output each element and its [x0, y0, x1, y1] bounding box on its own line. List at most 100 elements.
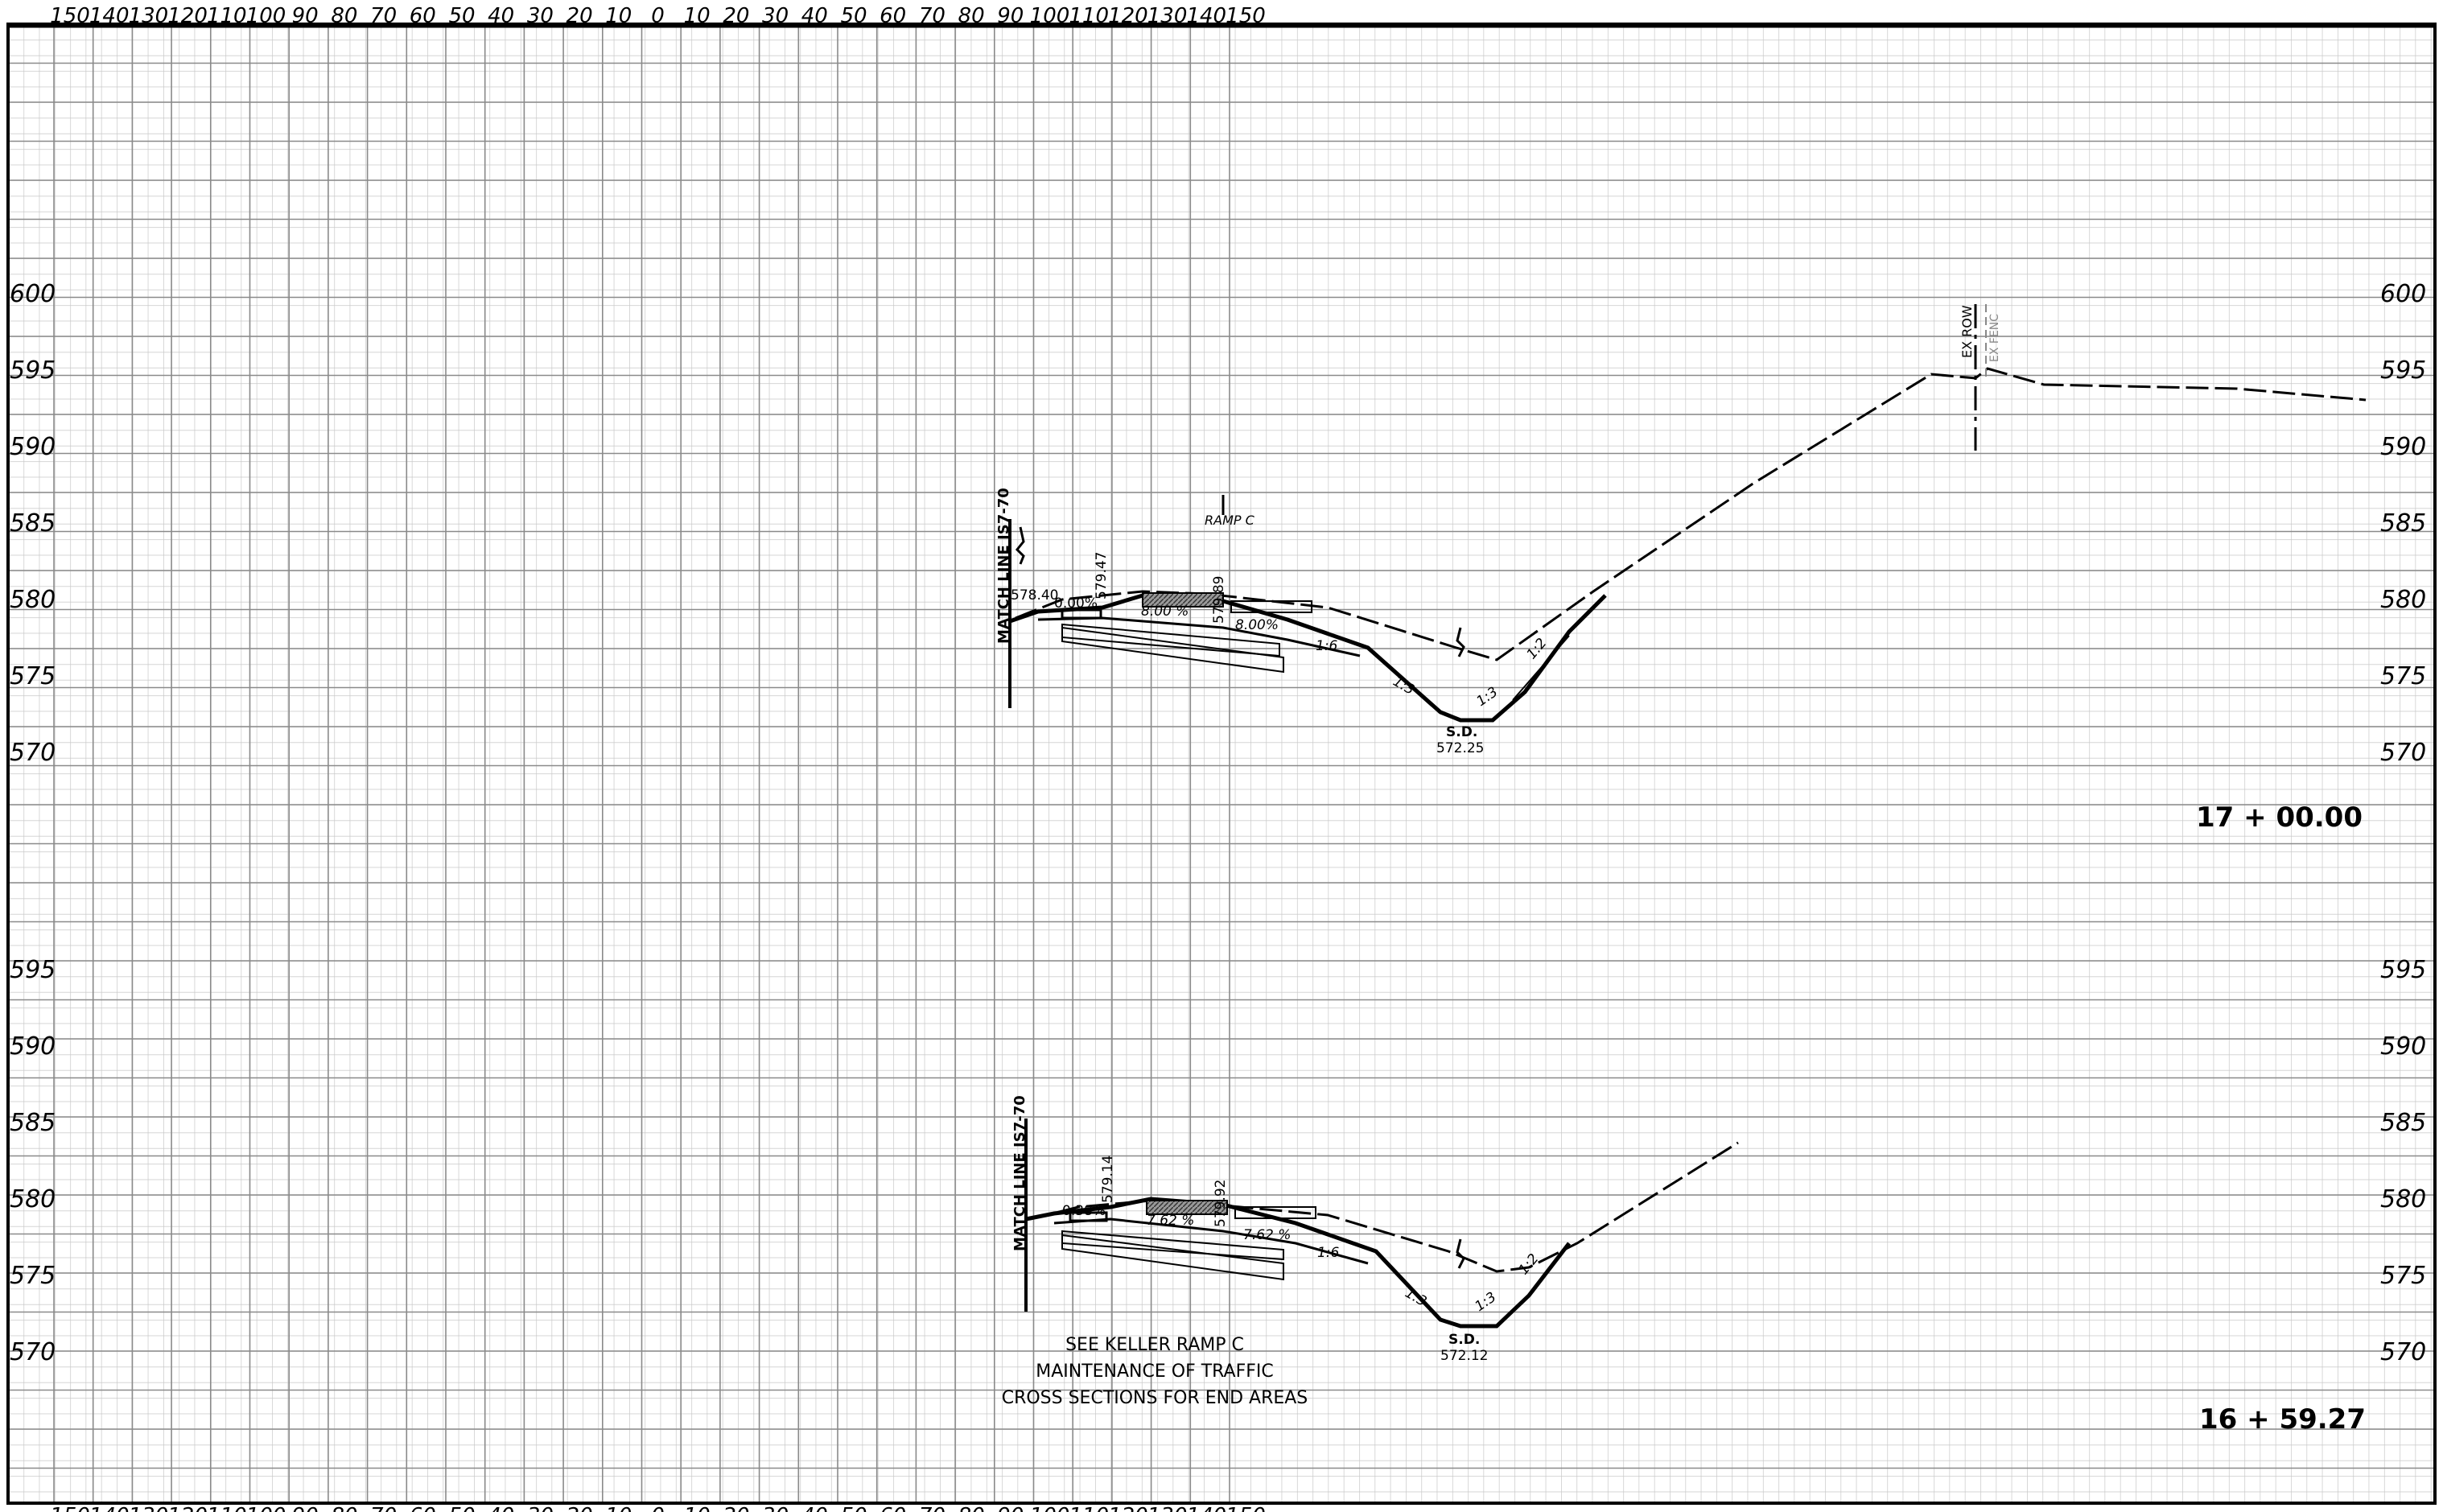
upper-elev-left-label: 600	[10, 280, 56, 308]
upper-elev-left-label: 575	[10, 662, 56, 690]
top-scale-tick-label: 90	[292, 4, 319, 28]
upper-station: 17 + 00.00	[2196, 801, 2363, 834]
lower-elev-right-label: 595	[2380, 956, 2426, 984]
lower-slope-1: 1:6	[1317, 1245, 1340, 1261]
upper-proposed-surface	[1009, 593, 1607, 723]
upper-elev-left-label: 590	[10, 433, 56, 461]
lower-note-3: CROSS SECTIONS FOR END AREAS	[1002, 1388, 1308, 1408]
upper-elev-right-label: 590	[2380, 433, 2426, 461]
upper-elev-right-label: 580	[2380, 586, 2426, 614]
lower-pavement-hatch	[1146, 1200, 1228, 1215]
lower-station: 16 + 59.27	[2199, 1403, 2366, 1436]
top-scale-tick-label: 50	[448, 4, 475, 28]
lower-elev-right-label: 570	[2380, 1338, 2426, 1366]
bottom-scale-tick-label: 40	[801, 1504, 828, 1512]
top-scale-tick-label: 120	[1108, 4, 1148, 28]
lower-elev-left-label: 575	[10, 1262, 56, 1290]
lower-sd-elev: 572.12	[1440, 1348, 1488, 1364]
top-scale-tick-label: 80	[958, 4, 985, 28]
bottom-scale-tick-label: 20	[723, 1504, 749, 1512]
top-scale-tick-label: 150	[50, 4, 90, 28]
upper-grade-mid: 8.00 %	[1141, 604, 1189, 620]
major-grid	[8, 23, 2435, 1503]
lower-match-line-text: MATCH LINE IS7-70	[1011, 1095, 1028, 1251]
lower-note-2: MAINTENANCE OF TRAFFIC	[1036, 1362, 1274, 1382]
lower-elev-left-label: 585	[10, 1109, 56, 1137]
upper-ex-fence: EX FENC	[1988, 314, 2001, 362]
upper-grade-right: 8.00%	[1235, 617, 1279, 633]
top-scale-tick-label: 120	[167, 4, 208, 28]
upper-pavement-left	[1061, 608, 1102, 620]
bottom-scale-tick-label: 60	[880, 1504, 906, 1512]
upper-elev-cl: 579.89	[1211, 576, 1227, 624]
top-scale-tick-label: 30	[527, 4, 554, 28]
upper-match-line-symbol	[1015, 526, 1025, 565]
sheet-border	[6, 23, 2437, 1505]
upper-elev-right-label: 570	[2380, 739, 2426, 767]
bottom-scale-tick-label: 130	[1147, 1504, 1188, 1512]
top-scale-tick-label: 130	[1147, 4, 1188, 28]
lower-elev-top: 579.14	[1100, 1156, 1116, 1203]
upper-subbase	[1061, 626, 1284, 674]
upper-elev-right-label: 575	[2380, 662, 2426, 690]
bottom-scale-tick-label: 150	[1226, 1504, 1266, 1512]
lower-cross-section	[1024, 1119, 1739, 1329]
upper-slope-1: 1:6	[1316, 638, 1338, 654]
upper-ditch-marker	[1456, 627, 1465, 657]
bottom-scale-tick-label: 90	[292, 1504, 319, 1512]
bottom-scale-tick-label: 110	[207, 1504, 247, 1512]
lower-grade-right: 7.62 %	[1243, 1227, 1291, 1243]
top-scale-tick-label: 90	[997, 4, 1024, 28]
bottom-scale-tick-label: 100	[1030, 1504, 1070, 1512]
bottom-scale-tick-label: 50	[840, 1504, 867, 1512]
lower-elev-cl: 579.92	[1213, 1180, 1229, 1227]
upper-match-line-text: MATCH LINE IS7-70	[995, 488, 1012, 644]
top-scale-tick-label: 150	[1226, 4, 1266, 28]
upper-elev-right-label: 600	[2380, 280, 2426, 308]
top-scale-tick-label: 130	[129, 4, 169, 28]
top-scale-tick-label: 30	[762, 4, 789, 28]
upper-elev-left-label: 570	[10, 739, 56, 767]
top-scale-tick-label: 110	[207, 4, 247, 28]
upper-elevation-labels: 600 600 595 595 590 590 585 585 580 580 575 575 570 5…	[10, 280, 2426, 767]
upper-ditch-slope-2	[1512, 635, 1570, 701]
lower-elevation-labels: 595 595 590 590 585 585 580 580 575 575 570 570	[10, 956, 2426, 1366]
lower-elev-right-label: 580	[2380, 1185, 2426, 1213]
top-scale-tick-label: 40	[801, 4, 828, 28]
upper-ramp-label: RAMP C	[1205, 513, 1255, 528]
lower-pavement-right	[1234, 1206, 1316, 1219]
lower-elev-right-label: 585	[2380, 1109, 2426, 1137]
bottom-scale-tick-label: 70	[919, 1504, 945, 1512]
bottom-scale-tick-label: 0	[651, 1504, 665, 1512]
upper-ex-row: EX ROW	[1959, 305, 1975, 358]
top-scale-tick-label: 140	[1186, 4, 1226, 28]
top-scale-tick-label: 10	[684, 4, 711, 28]
bottom-offset-scale: 1501401301201101009080706050403020100102…	[50, 1504, 1266, 1512]
top-scale-tick-label: 60	[410, 4, 436, 28]
upper-cross-section	[1008, 304, 2367, 723]
bottom-scale-tick-label: 140	[1186, 1504, 1226, 1512]
top-scale-tick-label: 40	[488, 4, 514, 28]
lower-elev-right-label: 575	[2380, 1262, 2426, 1290]
upper-pavement-right	[1230, 600, 1312, 613]
top-scale-tick-label: 20	[723, 4, 749, 28]
upper-elev-right-label: 595	[2380, 356, 2426, 385]
top-scale-tick-label: 0	[651, 4, 665, 28]
lower-note-1: SEE KELLER RAMP C	[1065, 1335, 1244, 1355]
bottom-scale-tick-label: 120	[167, 1504, 208, 1512]
bottom-scale-tick-label: 100	[246, 1504, 286, 1512]
lower-proposed-surface	[1025, 1197, 1571, 1329]
bottom-scale-tick-label: 90	[997, 1504, 1024, 1512]
bottom-scale-tick-label: 20	[566, 1504, 593, 1512]
bottom-scale-tick-label: 140	[89, 1504, 130, 1512]
bottom-scale-tick-label: 10	[684, 1504, 711, 1512]
bottom-scale-tick-label: 80	[958, 1504, 985, 1512]
upper-elev-left-label: 580	[10, 586, 56, 614]
bottom-scale-tick-label: 150	[50, 1504, 90, 1512]
top-scale-tick-label: 100	[246, 4, 286, 28]
lower-elev-right-label: 590	[2380, 1032, 2426, 1061]
bottom-scale-tick-label: 120	[1108, 1504, 1148, 1512]
top-scale-tick-label: 60	[880, 4, 906, 28]
bottom-scale-tick-label: 80	[331, 1504, 357, 1512]
